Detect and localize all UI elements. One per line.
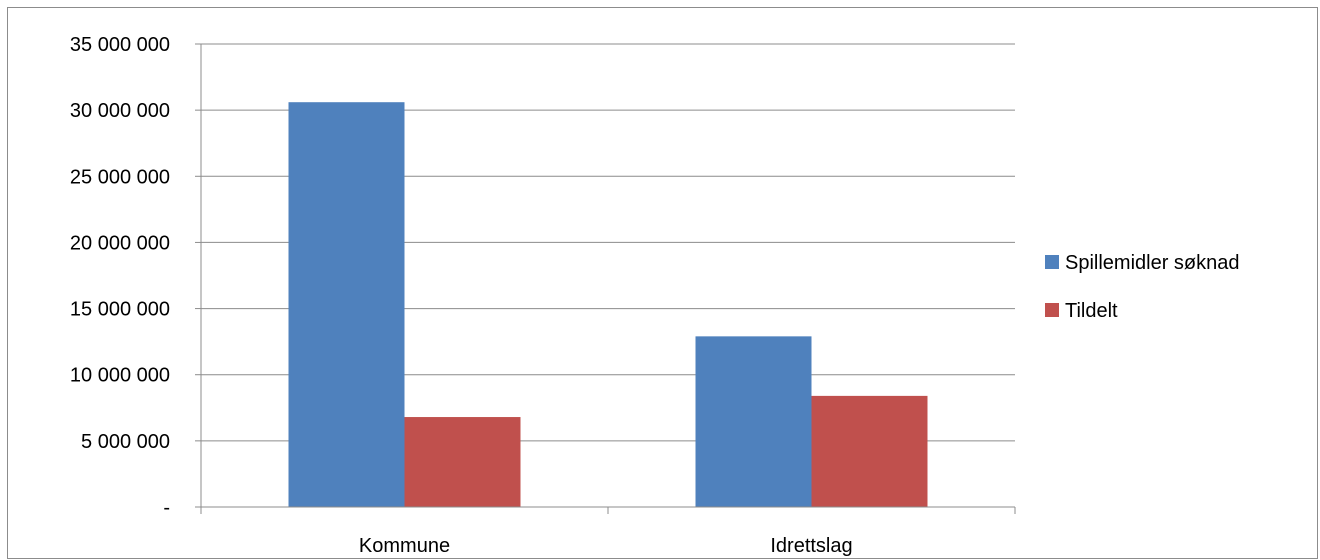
y-tick-label: 5 000 000 [81,431,170,453]
y-tick-label: 30 000 000 [70,100,170,122]
bar-soknad-kommune [288,102,405,507]
legend-swatch-tildelt [1045,303,1059,317]
legend: Spillemidler søknad Tildelt [1045,252,1240,322]
axes [195,43,1016,514]
bars [288,102,928,507]
chart-frame [7,7,1318,559]
y-tick-labels: - 5 000 000 10 000 000 15 000 000 20 000 000… [70,34,170,519]
bar-tildelt-kommune [404,417,521,507]
y-tick-label: 20 000 000 [70,232,170,254]
x-tick-label: Idrettslag [770,535,852,557]
y-tick-label: - [163,497,170,519]
bar-tildelt-idrettslag [811,395,928,507]
x-tick-label: Kommune [359,535,450,557]
legend-swatch-soknad [1045,255,1059,269]
y-tick-label: 25 000 000 [70,166,170,188]
y-tick-label: 10 000 000 [70,365,170,387]
bar-soknad-idrettslag [695,336,812,507]
legend-label-soknad: Spillemidler søknad [1065,252,1240,274]
x-tick-labels: Kommune Idrettslag [359,535,853,557]
y-tick-label: 35 000 000 [70,34,170,56]
y-tick-label: 15 000 000 [70,299,170,321]
legend-label-tildelt: Tildelt [1065,300,1118,322]
